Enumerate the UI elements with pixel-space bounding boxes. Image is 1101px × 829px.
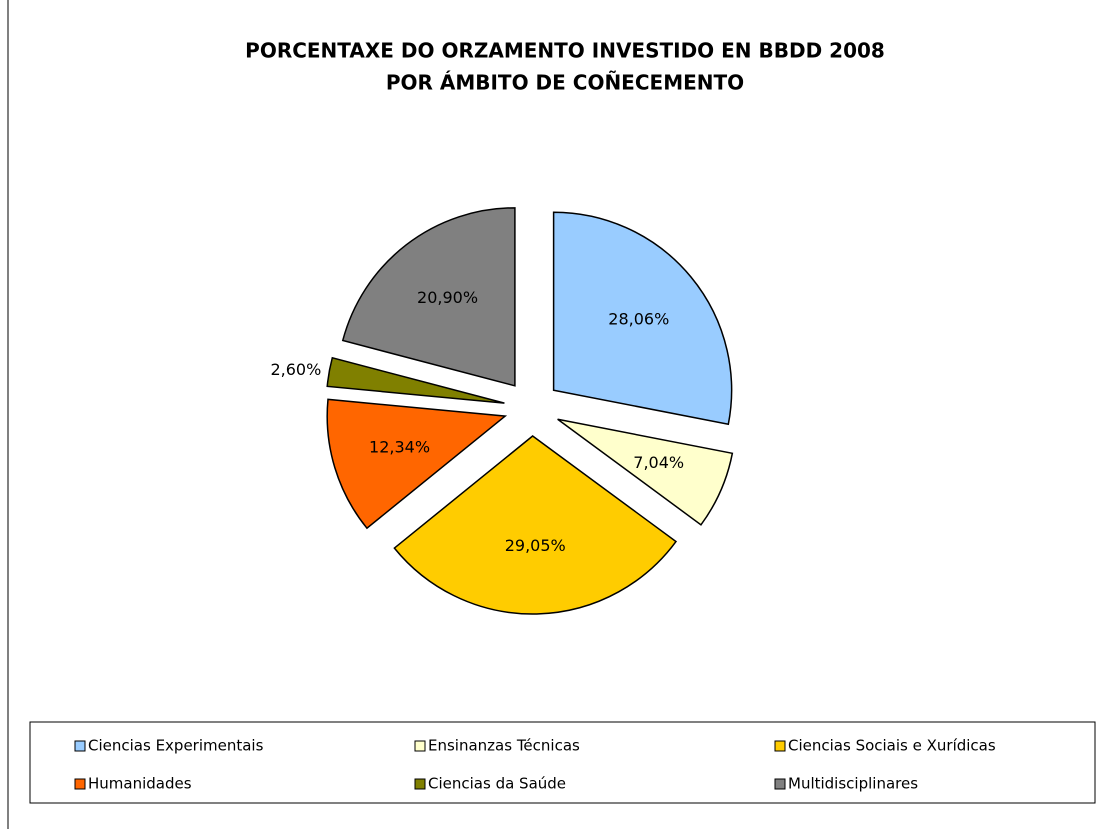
legend-label: Multidisciplinares [788, 775, 918, 793]
pie-slice [326, 398, 508, 530]
legend-label: Ensinanzas Técnicas [428, 737, 580, 755]
legend-swatch [74, 778, 86, 790]
legend-swatch [414, 740, 426, 752]
legend-label: Humanidades [88, 775, 192, 793]
legend-swatch [74, 740, 86, 752]
data-label: 29,05% [505, 536, 566, 555]
pie-slice [557, 418, 734, 526]
pie-slice [393, 435, 678, 615]
data-label: 28,06% [608, 310, 669, 329]
pie-slice [552, 211, 733, 426]
pie-slice [326, 356, 505, 404]
legend-label: Ciencias Experimentais [88, 737, 264, 755]
legend-swatch [414, 778, 426, 790]
data-label: 20,90% [417, 288, 478, 307]
chart-title: PORCENTAXE DO ORZAMENTO INVESTIDO EN BBD… [245, 39, 885, 63]
chart-title: POR ÁMBITO DE COÑECEMENTO [386, 71, 744, 95]
legend-label: Ciencias da Saúde [428, 775, 566, 793]
data-label: 2,60% [270, 360, 321, 379]
legend-swatch [774, 778, 786, 790]
data-label: 7,04% [633, 453, 684, 472]
legend-box [29, 721, 1096, 804]
legend-swatch [774, 740, 786, 752]
data-label: 12,34% [369, 438, 430, 457]
pie-slice [341, 207, 516, 387]
legend-label: Ciencias Sociais e Xurídicas [788, 737, 996, 755]
